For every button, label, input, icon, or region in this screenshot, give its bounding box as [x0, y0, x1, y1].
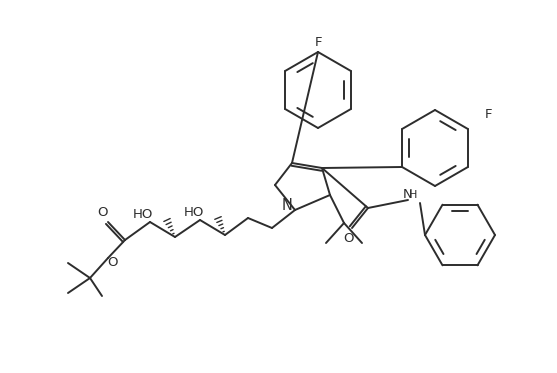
Text: N: N — [403, 188, 413, 201]
Text: O: O — [343, 232, 353, 244]
Text: N: N — [281, 198, 292, 213]
Text: O: O — [108, 256, 118, 269]
Text: F: F — [484, 109, 492, 122]
Text: HO: HO — [184, 206, 204, 219]
Text: HO: HO — [133, 207, 153, 220]
Text: F: F — [314, 37, 322, 50]
Text: H: H — [409, 190, 417, 200]
Text: O: O — [97, 207, 108, 219]
